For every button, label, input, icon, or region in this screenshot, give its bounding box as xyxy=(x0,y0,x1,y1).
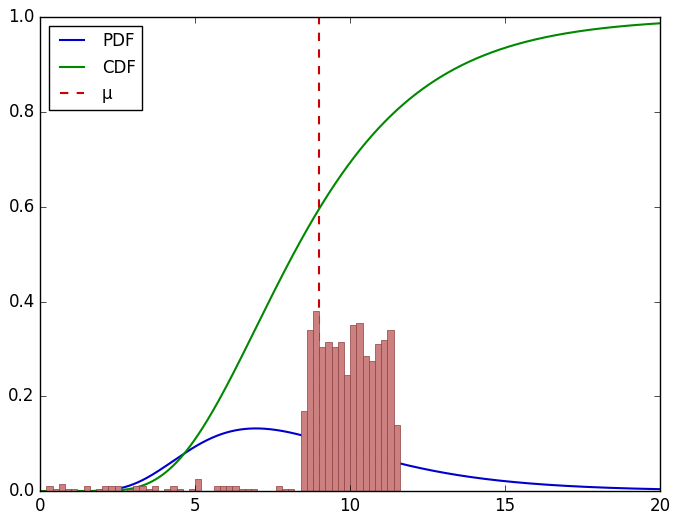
Bar xyxy=(331,347,337,491)
Bar xyxy=(282,488,288,491)
Bar xyxy=(375,344,381,491)
PDF xyxy=(338,444,346,450)
CDF xyxy=(524,38,532,44)
PDF xyxy=(36,488,44,494)
Bar xyxy=(152,486,158,491)
Bar xyxy=(226,486,232,491)
CDF xyxy=(656,20,664,27)
Bar xyxy=(71,488,77,491)
Bar xyxy=(103,486,109,491)
Legend: PDF, CDF, μ: PDF, CDF, μ xyxy=(49,26,143,110)
Bar xyxy=(319,347,325,491)
CDF xyxy=(337,171,346,177)
Bar xyxy=(115,486,121,491)
Bar xyxy=(363,356,369,491)
Bar xyxy=(189,488,196,491)
CDF xyxy=(321,196,329,202)
PDF xyxy=(638,486,646,492)
Bar xyxy=(313,311,319,491)
Bar xyxy=(214,486,220,491)
Bar xyxy=(220,486,226,491)
Bar xyxy=(288,488,295,491)
Bar xyxy=(337,342,344,491)
Bar xyxy=(325,342,331,491)
Bar xyxy=(84,486,90,491)
Bar xyxy=(381,339,388,491)
Bar xyxy=(369,361,375,491)
Bar xyxy=(133,486,139,491)
Bar xyxy=(170,486,177,491)
Bar xyxy=(245,488,251,491)
Bar xyxy=(46,486,53,491)
Bar xyxy=(276,486,282,491)
Bar xyxy=(238,488,245,491)
Bar xyxy=(177,488,183,491)
Bar xyxy=(109,486,115,491)
CDF xyxy=(638,21,646,28)
Bar xyxy=(145,488,152,491)
PDF xyxy=(252,425,260,431)
PDF xyxy=(321,439,329,445)
CDF xyxy=(68,488,76,494)
PDF xyxy=(68,488,76,494)
Bar xyxy=(65,488,71,491)
Bar xyxy=(251,488,257,491)
Line: PDF: PDF xyxy=(40,428,660,491)
Bar xyxy=(350,325,356,491)
CDF xyxy=(36,488,44,494)
PDF xyxy=(525,480,533,486)
Bar xyxy=(96,488,103,491)
Bar xyxy=(232,486,238,491)
Bar xyxy=(196,479,202,491)
Bar xyxy=(301,411,307,491)
Bar xyxy=(394,425,400,491)
Bar xyxy=(388,330,394,491)
Bar xyxy=(139,486,145,491)
Bar xyxy=(344,375,350,491)
Bar xyxy=(127,488,133,491)
Bar xyxy=(307,330,313,491)
Bar xyxy=(59,484,65,491)
CDF xyxy=(638,21,646,28)
PDF xyxy=(638,486,646,492)
Bar xyxy=(164,488,170,491)
Line: CDF: CDF xyxy=(40,24,660,491)
Bar xyxy=(53,488,59,491)
PDF xyxy=(656,486,664,492)
Bar xyxy=(356,323,363,491)
